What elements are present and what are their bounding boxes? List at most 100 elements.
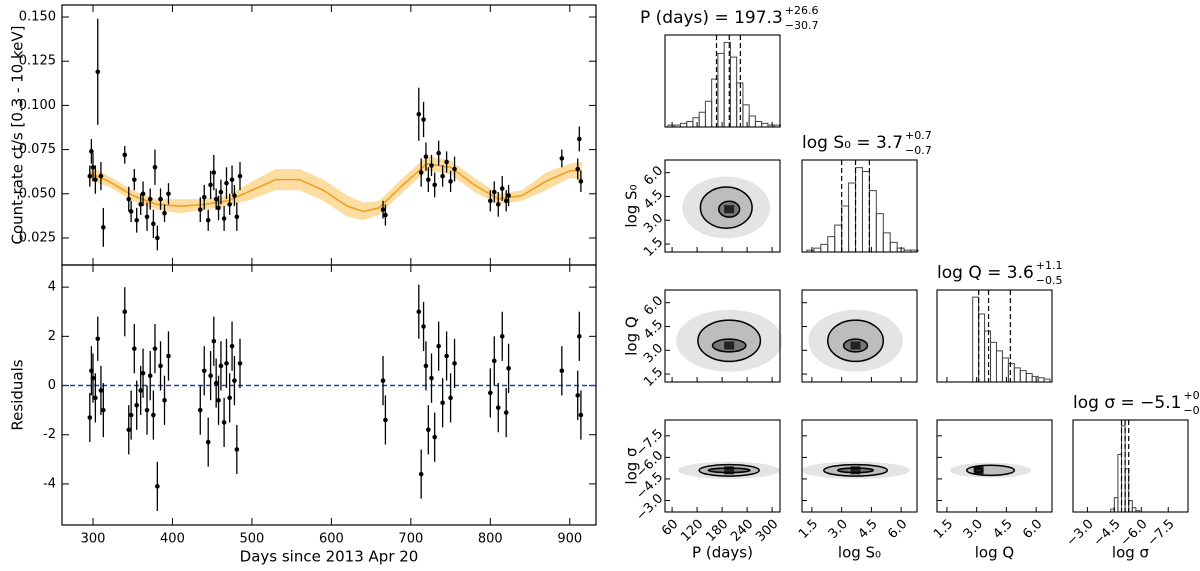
- data-point: [491, 189, 497, 195]
- data-point: [423, 154, 429, 159]
- data-point: [87, 173, 93, 179]
- contour: [698, 463, 760, 477]
- data-point: [221, 420, 227, 425]
- data-point: [421, 117, 426, 122]
- data-point: [383, 212, 388, 218]
- data-point: [448, 179, 453, 184]
- histogram-bin: [855, 167, 863, 252]
- x-tick-label: 300: [753, 517, 781, 545]
- fit-band: [89, 156, 582, 221]
- histogram-bin: [679, 122, 688, 127]
- y-tick-label: 6.0: [641, 163, 666, 188]
- contour: [842, 338, 869, 353]
- contour: [699, 186, 753, 229]
- histogram-bin: [742, 104, 750, 127]
- data-point: [499, 186, 505, 191]
- histogram-bin: [748, 115, 756, 127]
- data-point: [128, 209, 134, 214]
- density-max: [973, 466, 984, 475]
- data-point: [237, 361, 243, 366]
- y-tick-label: 0.050: [19, 186, 56, 201]
- y-axis-label: Count-rate ct/s [0.3 - 10 keV]: [9, 26, 27, 245]
- x-tick-label: 6.0: [885, 517, 910, 542]
- contour: [973, 467, 984, 474]
- data-point: [208, 182, 213, 188]
- data-point: [162, 210, 167, 216]
- data-point: [221, 216, 227, 221]
- data-point: [418, 471, 424, 477]
- panel-frame: [936, 289, 1053, 383]
- data-point: [101, 407, 106, 413]
- x-tick-label: 6.0: [1020, 517, 1045, 542]
- x-tick-label: 300: [81, 532, 106, 547]
- data-point: [488, 390, 493, 396]
- data-point: [416, 111, 422, 117]
- histogram-bin: [990, 341, 997, 382]
- data-point: [575, 166, 581, 172]
- data-point: [101, 225, 106, 230]
- data-point: [440, 400, 445, 406]
- contour: [827, 319, 885, 363]
- histogram-bin: [736, 82, 744, 127]
- data-point: [578, 412, 584, 418]
- histogram-bin: [820, 243, 829, 252]
- histogram-bin: [729, 56, 738, 127]
- x-tick-label: 1.5: [931, 517, 956, 542]
- y-axis-label: log σ: [623, 447, 641, 485]
- data-point: [426, 427, 431, 433]
- data-point: [577, 136, 582, 142]
- histogram-bin: [1128, 500, 1133, 512]
- data-point: [436, 343, 441, 349]
- data-point: [380, 207, 386, 212]
- data-point: [126, 196, 132, 202]
- panel-frame: [801, 419, 918, 513]
- data-point: [147, 373, 153, 378]
- histogram-bin: [841, 205, 850, 252]
- panel-frame: [1072, 419, 1189, 513]
- x-tick-label: 180: [703, 517, 731, 545]
- data-point: [151, 221, 156, 227]
- panel-frame: [664, 159, 781, 253]
- x-axis-label: log Q: [975, 544, 1014, 562]
- data-point: [495, 405, 501, 410]
- histogram-bin: [1007, 363, 1015, 382]
- contour: [718, 200, 741, 218]
- data-point: [216, 397, 221, 403]
- data-point: [213, 196, 219, 202]
- y-tick-label: 1.5: [641, 235, 666, 260]
- x-tick-label: 500: [240, 532, 265, 547]
- histogram-bin: [1013, 367, 1021, 382]
- data-point: [138, 388, 143, 393]
- data-point: [134, 217, 139, 223]
- histogram-bin: [882, 232, 891, 252]
- histogram-bin: [875, 213, 884, 252]
- y-tick-label: 4.5: [641, 317, 666, 342]
- y-tick-label: 1.5: [641, 365, 666, 390]
- data-point: [87, 415, 93, 420]
- param-lower-error: −30.7: [785, 19, 819, 32]
- y-tick-label: 3.0: [641, 341, 666, 366]
- histogram-bin: [1031, 375, 1039, 382]
- x-axis-label: log σ: [1112, 544, 1150, 562]
- histogram-bin: [827, 236, 836, 252]
- y-tick-label: -2: [43, 427, 56, 442]
- data-point: [152, 164, 158, 170]
- param-upper-error: +0.2: [1183, 389, 1200, 402]
- x-tick-label: −3.0: [1064, 517, 1097, 550]
- histogram-bin: [984, 330, 992, 382]
- contour: [697, 319, 762, 363]
- histogram-bin: [704, 100, 713, 127]
- data-point: [421, 324, 426, 329]
- data-point: [452, 361, 457, 366]
- histogram-bin: [995, 350, 1003, 382]
- data-point: [205, 439, 211, 445]
- data-point: [506, 193, 511, 198]
- data-point: [122, 309, 128, 315]
- data-point: [140, 191, 146, 197]
- x-tick-label: 800: [478, 532, 503, 547]
- panel-frame: [801, 159, 918, 253]
- y-tick-label: 4: [48, 280, 56, 295]
- histogram-bin: [978, 313, 986, 382]
- x-tick-label: 3.0: [826, 517, 851, 542]
- data-point: [229, 177, 235, 182]
